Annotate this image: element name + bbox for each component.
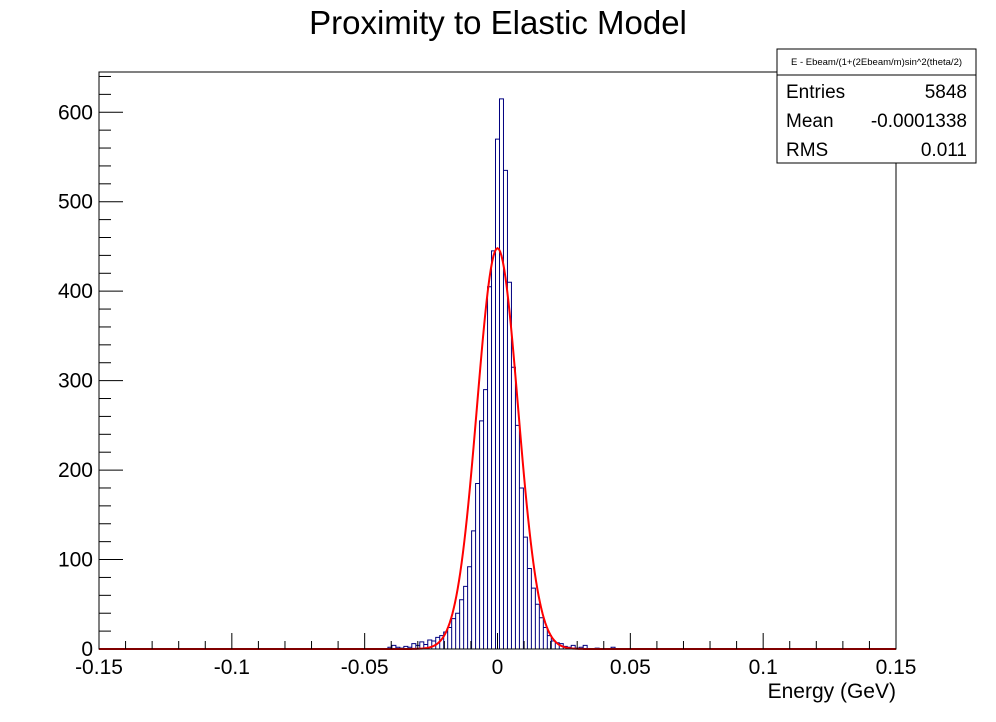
stats-rms-label: RMS <box>786 140 828 161</box>
x-axis-title: Energy (GeV) <box>768 680 896 703</box>
x-tick-label: -0.15 <box>75 656 123 679</box>
histogram-bin <box>448 628 452 649</box>
histogram-bin <box>480 421 484 649</box>
stats-box: E - Ebeam/(1+(2Ebeam/m)sin^2(theta/2) En… <box>776 48 977 164</box>
x-tick-label: 0.15 <box>876 656 917 679</box>
histogram-bin <box>499 99 503 649</box>
stats-mean-value: -0.0001338 <box>871 111 967 132</box>
fit-curve <box>99 247 896 650</box>
axes: -0.15 -0.1 -0.05 0 0.05 0.1 0.15 0 100 200 300 400 5… <box>58 71 917 679</box>
y-tick-label: 600 <box>58 101 93 124</box>
histogram-bin <box>496 139 500 649</box>
histogram-bin <box>527 568 531 649</box>
plot-frame <box>98 71 897 650</box>
histogram-bin <box>456 613 460 649</box>
stats-box-title: E - Ebeam/(1+(2Ebeam/m)sin^2(theta/2) <box>791 57 962 68</box>
histogram-bin <box>484 390 488 649</box>
y-tick-label: 400 <box>58 280 93 303</box>
histogram-bin <box>464 586 468 649</box>
histogram-bin <box>515 425 519 649</box>
histogram-bin <box>519 488 523 649</box>
histogram-bin <box>511 367 515 649</box>
stats-entries-label: Entries <box>786 82 845 103</box>
histogram-bin <box>452 619 456 649</box>
stats-box-frame <box>776 48 977 164</box>
histogram <box>99 98 896 650</box>
x-tick-label: 0 <box>492 656 504 679</box>
histogram-bin <box>468 567 472 649</box>
histogram-bin <box>507 282 511 649</box>
x-tick-label: -0.1 <box>214 656 250 679</box>
stats-entries-value: 5848 <box>925 82 967 103</box>
y-tick-label: 100 <box>58 549 93 572</box>
histogram-bin <box>543 628 547 649</box>
histogram-bin <box>460 600 464 649</box>
histogram-bin <box>472 531 476 649</box>
y-tick-label: 500 <box>58 191 93 214</box>
chart-title: Proximity to Elastic Model <box>309 4 687 41</box>
histogram-bin <box>523 537 527 649</box>
stats-rms-value: 0.011 <box>921 140 967 161</box>
histogram-bin <box>503 170 507 649</box>
histogram-outline <box>99 98 896 650</box>
y-tick-label: 0 <box>81 638 93 661</box>
x-tick-label: 0.1 <box>749 656 778 679</box>
x-tick-label: -0.05 <box>341 656 389 679</box>
y-tick-label: 300 <box>58 370 93 393</box>
histogram-bin <box>531 588 535 649</box>
y-tick-label: 200 <box>58 459 93 482</box>
plot-area <box>99 98 896 650</box>
stats-mean-label: Mean <box>786 111 834 132</box>
histogram-bin <box>539 618 543 649</box>
x-tick-label: 0.05 <box>610 656 651 679</box>
histogram-bin <box>492 251 496 649</box>
histogram-bin <box>535 604 539 649</box>
histogram-bin <box>476 484 480 649</box>
histogram-bin <box>488 287 492 649</box>
